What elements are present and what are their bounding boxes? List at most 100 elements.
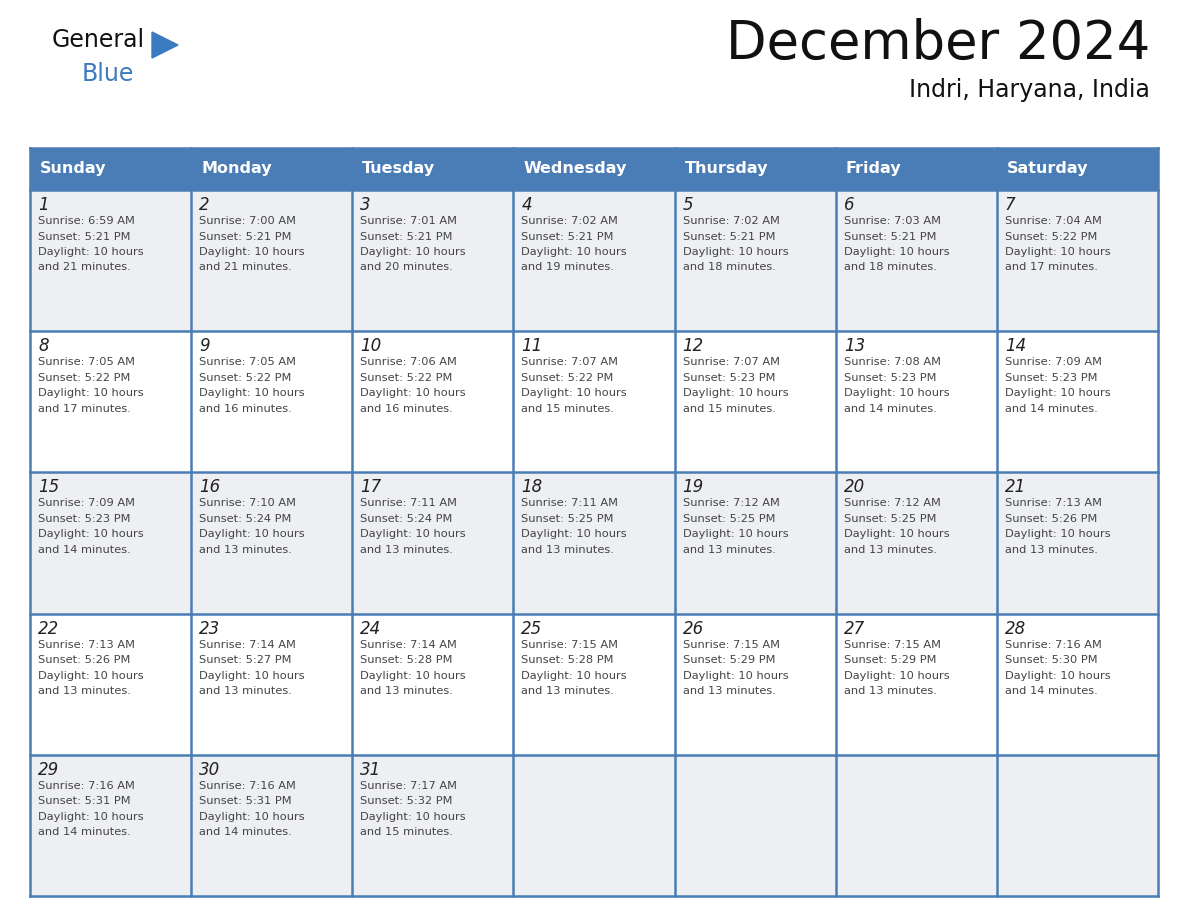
Bar xyxy=(30,148,191,190)
Text: Sunset: 5:24 PM: Sunset: 5:24 PM xyxy=(360,514,453,524)
Text: and 13 minutes.: and 13 minutes. xyxy=(200,686,292,696)
Text: Sunrise: 7:15 AM: Sunrise: 7:15 AM xyxy=(843,640,941,650)
Text: Sunrise: 7:16 AM: Sunrise: 7:16 AM xyxy=(200,781,296,790)
Bar xyxy=(513,148,675,190)
Text: Tuesday: Tuesday xyxy=(362,162,436,176)
Text: Daylight: 10 hours: Daylight: 10 hours xyxy=(360,671,466,680)
Text: 1: 1 xyxy=(38,196,49,214)
Text: 26: 26 xyxy=(683,620,703,638)
Text: Sunrise: 7:00 AM: Sunrise: 7:00 AM xyxy=(200,216,296,226)
Text: Sunrise: 7:11 AM: Sunrise: 7:11 AM xyxy=(522,498,619,509)
Text: and 14 minutes.: and 14 minutes. xyxy=(38,827,131,837)
Text: General: General xyxy=(52,28,145,52)
Bar xyxy=(30,473,191,613)
Text: Sunrise: 7:05 AM: Sunrise: 7:05 AM xyxy=(38,357,135,367)
Text: and 16 minutes.: and 16 minutes. xyxy=(360,404,453,414)
Text: and 21 minutes.: and 21 minutes. xyxy=(200,263,292,273)
Text: Daylight: 10 hours: Daylight: 10 hours xyxy=(843,671,949,680)
Text: Sunrise: 7:04 AM: Sunrise: 7:04 AM xyxy=(1005,216,1101,226)
Bar xyxy=(835,148,997,190)
Text: Sunset: 5:22 PM: Sunset: 5:22 PM xyxy=(1005,231,1098,241)
Text: 12: 12 xyxy=(683,337,703,355)
Text: 16: 16 xyxy=(200,478,221,497)
Text: 17: 17 xyxy=(360,478,381,497)
Bar xyxy=(513,613,675,755)
Text: Blue: Blue xyxy=(82,62,134,86)
Text: Sunset: 5:23 PM: Sunset: 5:23 PM xyxy=(683,373,775,383)
Bar xyxy=(191,755,353,896)
Text: Sunset: 5:24 PM: Sunset: 5:24 PM xyxy=(200,514,291,524)
Bar xyxy=(513,331,675,473)
Text: Sunset: 5:22 PM: Sunset: 5:22 PM xyxy=(200,373,291,383)
Bar xyxy=(835,331,997,473)
Bar xyxy=(997,755,1158,896)
Text: Daylight: 10 hours: Daylight: 10 hours xyxy=(522,247,627,257)
Text: Daylight: 10 hours: Daylight: 10 hours xyxy=(200,671,305,680)
Bar xyxy=(997,190,1158,331)
Text: 29: 29 xyxy=(38,761,59,778)
Text: Sunrise: 7:14 AM: Sunrise: 7:14 AM xyxy=(200,640,296,650)
Bar xyxy=(513,473,675,613)
Text: Sunset: 5:21 PM: Sunset: 5:21 PM xyxy=(360,231,453,241)
Text: Sunset: 5:21 PM: Sunset: 5:21 PM xyxy=(200,231,291,241)
Text: Sunset: 5:26 PM: Sunset: 5:26 PM xyxy=(38,655,131,666)
Polygon shape xyxy=(152,32,178,58)
Text: Monday: Monday xyxy=(201,162,272,176)
Text: 19: 19 xyxy=(683,478,703,497)
Text: Friday: Friday xyxy=(846,162,902,176)
Text: Sunset: 5:21 PM: Sunset: 5:21 PM xyxy=(522,231,614,241)
Text: Sunset: 5:25 PM: Sunset: 5:25 PM xyxy=(683,514,775,524)
Text: and 14 minutes.: and 14 minutes. xyxy=(1005,686,1098,696)
Text: and 17 minutes.: and 17 minutes. xyxy=(1005,263,1098,273)
Text: Daylight: 10 hours: Daylight: 10 hours xyxy=(200,812,305,822)
Bar xyxy=(997,473,1158,613)
Text: Daylight: 10 hours: Daylight: 10 hours xyxy=(843,388,949,398)
Text: Daylight: 10 hours: Daylight: 10 hours xyxy=(360,388,466,398)
Text: Daylight: 10 hours: Daylight: 10 hours xyxy=(360,812,466,822)
Text: Sunset: 5:25 PM: Sunset: 5:25 PM xyxy=(843,514,936,524)
Text: Daylight: 10 hours: Daylight: 10 hours xyxy=(683,671,788,680)
Text: and 14 minutes.: and 14 minutes. xyxy=(200,827,292,837)
Text: and 16 minutes.: and 16 minutes. xyxy=(200,404,292,414)
Text: Sunrise: 7:02 AM: Sunrise: 7:02 AM xyxy=(683,216,779,226)
Text: and 19 minutes.: and 19 minutes. xyxy=(522,263,614,273)
Text: Daylight: 10 hours: Daylight: 10 hours xyxy=(38,671,144,680)
Text: Daylight: 10 hours: Daylight: 10 hours xyxy=(200,530,305,540)
Bar xyxy=(675,148,835,190)
Bar xyxy=(353,755,513,896)
Text: and 14 minutes.: and 14 minutes. xyxy=(843,404,936,414)
Text: Sunset: 5:21 PM: Sunset: 5:21 PM xyxy=(38,231,131,241)
Text: and 13 minutes.: and 13 minutes. xyxy=(1005,545,1098,554)
Text: Sunrise: 7:15 AM: Sunrise: 7:15 AM xyxy=(522,640,619,650)
Bar xyxy=(675,331,835,473)
Text: Sunrise: 7:06 AM: Sunrise: 7:06 AM xyxy=(360,357,457,367)
Text: and 18 minutes.: and 18 minutes. xyxy=(683,263,776,273)
Text: Daylight: 10 hours: Daylight: 10 hours xyxy=(522,388,627,398)
Text: Sunrise: 7:07 AM: Sunrise: 7:07 AM xyxy=(683,357,779,367)
Text: and 13 minutes.: and 13 minutes. xyxy=(522,545,614,554)
Text: and 14 minutes.: and 14 minutes. xyxy=(1005,404,1098,414)
Text: 6: 6 xyxy=(843,196,854,214)
Text: Sunrise: 7:15 AM: Sunrise: 7:15 AM xyxy=(683,640,779,650)
Bar xyxy=(191,473,353,613)
Text: Sunset: 5:21 PM: Sunset: 5:21 PM xyxy=(843,231,936,241)
Text: 25: 25 xyxy=(522,620,543,638)
Text: 28: 28 xyxy=(1005,620,1026,638)
Text: Sunrise: 7:09 AM: Sunrise: 7:09 AM xyxy=(1005,357,1101,367)
Text: and 13 minutes.: and 13 minutes. xyxy=(360,545,453,554)
Text: and 20 minutes.: and 20 minutes. xyxy=(360,263,453,273)
Text: Sunrise: 7:12 AM: Sunrise: 7:12 AM xyxy=(843,498,941,509)
Bar xyxy=(997,148,1158,190)
Text: and 15 minutes.: and 15 minutes. xyxy=(522,404,614,414)
Text: Sunset: 5:22 PM: Sunset: 5:22 PM xyxy=(522,373,614,383)
Text: Sunrise: 7:16 AM: Sunrise: 7:16 AM xyxy=(38,781,135,790)
Bar xyxy=(30,331,191,473)
Text: Sunrise: 7:07 AM: Sunrise: 7:07 AM xyxy=(522,357,619,367)
Text: Sunset: 5:22 PM: Sunset: 5:22 PM xyxy=(360,373,453,383)
Text: Sunrise: 7:12 AM: Sunrise: 7:12 AM xyxy=(683,498,779,509)
Text: and 21 minutes.: and 21 minutes. xyxy=(38,263,131,273)
Text: Daylight: 10 hours: Daylight: 10 hours xyxy=(38,812,144,822)
Bar xyxy=(353,473,513,613)
Text: Sunset: 5:31 PM: Sunset: 5:31 PM xyxy=(200,796,292,806)
Text: Sunrise: 7:08 AM: Sunrise: 7:08 AM xyxy=(843,357,941,367)
